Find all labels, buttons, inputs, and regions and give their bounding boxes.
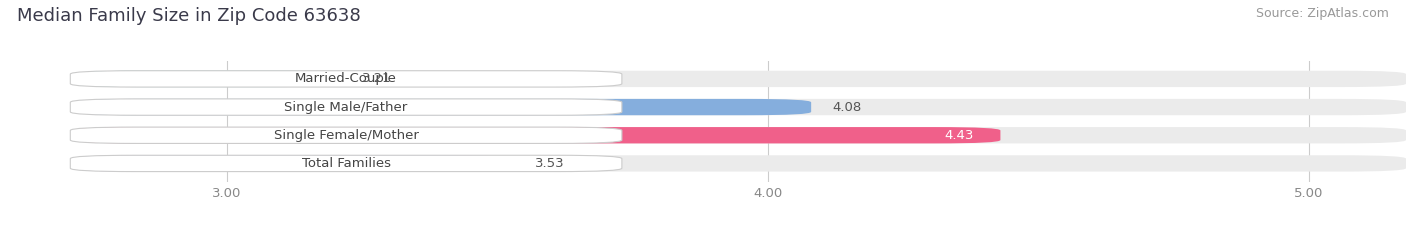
FancyBboxPatch shape: [76, 155, 513, 171]
FancyBboxPatch shape: [76, 127, 1406, 144]
FancyBboxPatch shape: [70, 71, 621, 87]
Text: 4.08: 4.08: [832, 101, 862, 113]
FancyBboxPatch shape: [76, 99, 1406, 115]
FancyBboxPatch shape: [76, 155, 1406, 171]
Text: 3.21: 3.21: [363, 72, 392, 86]
Text: Single Male/Father: Single Male/Father: [284, 101, 408, 113]
Text: Married-Couple: Married-Couple: [295, 72, 396, 86]
Text: Median Family Size in Zip Code 63638: Median Family Size in Zip Code 63638: [17, 7, 360, 25]
Text: 4.43: 4.43: [943, 129, 973, 142]
FancyBboxPatch shape: [70, 99, 621, 115]
FancyBboxPatch shape: [70, 155, 621, 171]
FancyBboxPatch shape: [76, 127, 1001, 144]
FancyBboxPatch shape: [76, 71, 340, 87]
FancyBboxPatch shape: [76, 71, 1406, 87]
Text: 3.53: 3.53: [536, 157, 565, 170]
Text: Single Female/Mother: Single Female/Mother: [274, 129, 419, 142]
Text: Source: ZipAtlas.com: Source: ZipAtlas.com: [1256, 7, 1389, 20]
FancyBboxPatch shape: [70, 127, 621, 144]
Text: Total Families: Total Families: [302, 157, 391, 170]
FancyBboxPatch shape: [76, 99, 811, 115]
